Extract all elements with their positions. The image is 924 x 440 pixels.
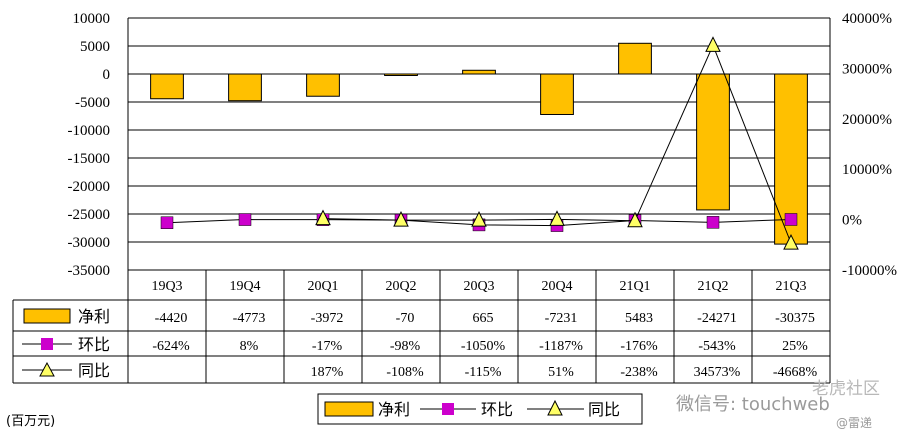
legend-key-net-profit [324, 401, 374, 417]
y-tick-label: -35000 [68, 263, 111, 279]
table-cell: -24271 [697, 311, 737, 326]
table-cell: -1050% [461, 339, 506, 354]
table-cell: -1187% [539, 339, 583, 354]
table-cell: -543% [698, 339, 736, 354]
y2-tick-label: -10000% [842, 263, 897, 279]
table-cell: -176% [620, 339, 658, 354]
y-tick-label: -5000 [75, 95, 110, 111]
row-label-mom: 环比 [78, 335, 110, 354]
bar-net-profit [384, 73, 418, 76]
category-label: 19Q3 [151, 279, 182, 294]
table-cell: 34573% [694, 365, 741, 380]
table-cell: -108% [386, 365, 424, 380]
table-cell: -3972 [311, 311, 344, 326]
row-key-net-profit [23, 308, 71, 324]
legend-key-mom [442, 403, 454, 415]
legend-label-yoy: 同比 [588, 400, 620, 419]
point-mom [706, 216, 720, 229]
table-cell: -17% [312, 339, 343, 354]
bar-net-profit [540, 73, 574, 115]
y2-tick-label: 10000% [842, 162, 892, 178]
table-cell: -624% [152, 339, 190, 354]
legend-key-yoy [547, 399, 563, 416]
point-mom [784, 213, 798, 226]
point-mom [160, 216, 174, 229]
category-label: 19Q4 [229, 279, 260, 294]
y2-tick-label: 20000% [842, 112, 892, 128]
table-cell: -238% [620, 365, 658, 380]
table-cell: -98% [390, 339, 421, 354]
y-tick-label: -25000 [68, 207, 111, 223]
table-cell: 8% [240, 339, 259, 354]
table-cell: -7231 [545, 311, 578, 326]
category-label: 20Q4 [541, 279, 572, 294]
bar-net-profit [618, 42, 652, 75]
table-cell: -30375 [775, 311, 815, 326]
y-tick-label: -10000 [68, 123, 111, 139]
y2-tick-label: 30000% [842, 61, 892, 77]
row-label-net-profit: 净利 [78, 307, 110, 326]
author-watermark: @雷递 [836, 416, 873, 430]
point-yoy [627, 211, 643, 228]
y-tick-label: -20000 [68, 179, 111, 195]
point-mom [238, 213, 252, 226]
table-cell: -4773 [233, 311, 266, 326]
point-yoy [393, 211, 409, 227]
table-cell: 5483 [625, 311, 653, 326]
point-yoy [471, 211, 487, 227]
table-cell: 51% [548, 365, 574, 380]
row-key-yoy [39, 361, 55, 377]
y-tick-label: 5000 [80, 39, 110, 55]
y-tick-label: 0 [103, 67, 111, 83]
category-label: 21Q1 [619, 279, 650, 294]
legend-label-net-profit: 净利 [378, 400, 410, 419]
point-yoy [315, 209, 331, 226]
point-yoy [783, 234, 799, 250]
table-cell: -115% [465, 365, 502, 380]
wechat-watermark: 微信号: touchweb [676, 394, 830, 415]
category-label: 20Q3 [463, 279, 494, 294]
table-cell: -4420 [155, 311, 188, 326]
y2-tick-label: 0% [842, 213, 862, 229]
table-cell: -4668% [773, 365, 818, 380]
y2-tick-label: 40000% [842, 11, 892, 27]
legend-label-mom: 环比 [481, 400, 513, 419]
row-key-mom [41, 338, 53, 350]
bar-net-profit [150, 73, 184, 100]
y-tick-label: -15000 [68, 151, 111, 167]
category-label: 21Q3 [775, 279, 806, 294]
category-label: 20Q2 [385, 279, 416, 294]
bar-net-profit [696, 73, 730, 211]
bar-net-profit [228, 73, 262, 102]
table-cell: 187% [311, 365, 344, 380]
table-cell: 665 [473, 311, 494, 326]
bar-net-profit [306, 73, 340, 97]
table-cell: -70 [396, 311, 415, 326]
point-yoy [549, 210, 565, 226]
row-label-yoy: 同比 [78, 361, 110, 380]
point-yoy [705, 36, 721, 52]
site-watermark: 老虎社区 [812, 379, 880, 399]
y-tick-label: -30000 [68, 235, 111, 251]
category-label: 21Q2 [697, 279, 728, 294]
unit-label: (百万元) [6, 414, 56, 429]
table-cell: 25% [782, 339, 808, 354]
y-tick-label: 10000 [73, 11, 111, 27]
bar-net-profit [462, 69, 496, 75]
category-label: 20Q1 [307, 279, 338, 294]
